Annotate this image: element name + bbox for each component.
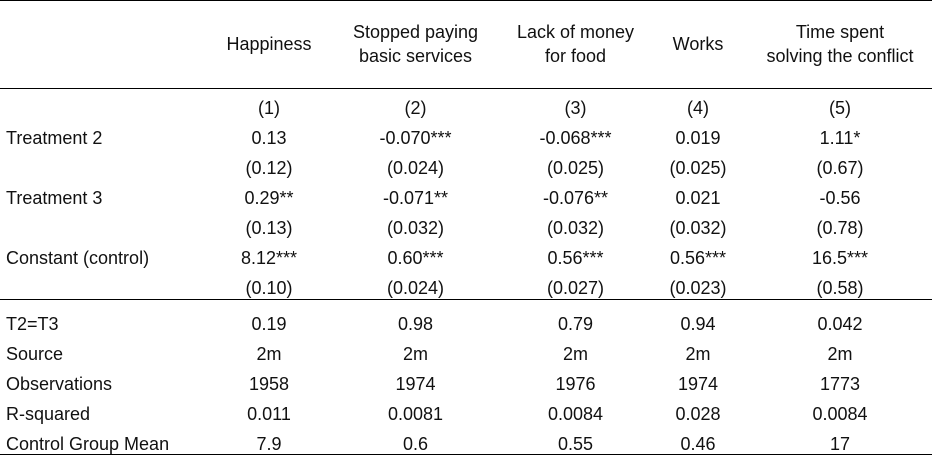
standard-error-cell: (0.10)	[245, 278, 293, 298]
stat-cell: 0.55	[557, 434, 594, 454]
coefficient-cell: 0.60***	[387, 248, 444, 268]
column-header-row: Happiness Stopped paying basic services L…	[0, 0, 932, 88]
row-label: Treatment 3	[6, 188, 103, 208]
standard-error-cell: (0.13)	[245, 218, 293, 238]
bottom-rule	[0, 454, 932, 455]
row-label	[0, 213, 210, 243]
standard-error-cell: (0.67)	[816, 158, 864, 178]
standard-error-cell: (0.032)	[669, 218, 727, 238]
stat-cell: 2m	[562, 344, 588, 364]
stat-cell: 0.79	[557, 314, 594, 334]
stat-cell: 2m	[256, 344, 282, 364]
column-header: Happiness	[226, 33, 312, 54]
coefficient-cell: -0.071**	[382, 188, 449, 208]
standard-error-cell: (0.024)	[386, 278, 445, 298]
table-row: Observations 1958 1974 1976 1974 1773	[0, 369, 932, 399]
row-label: T2=T3	[6, 314, 59, 334]
stat-cell: 2m	[402, 344, 428, 364]
stat-cell: 0.0084	[547, 404, 604, 424]
stat-cell: 17	[829, 434, 851, 454]
column-header: Lack of money for food	[516, 21, 635, 66]
column-number: (4)	[687, 97, 709, 118]
stat-cell: 0.94	[680, 314, 716, 334]
stat-cell: 2m	[685, 344, 711, 364]
row-label	[0, 153, 210, 183]
stat-cell: 1974	[395, 374, 436, 394]
row-label	[0, 273, 210, 303]
coefficient-cell: 0.56***	[669, 248, 727, 268]
coefficient-cell: 1.11*	[819, 128, 861, 148]
column-number: (3)	[564, 97, 587, 118]
coefficient-cell: 0.019	[675, 128, 721, 148]
standard-error-cell: (0.027)	[546, 278, 605, 298]
table-row: Treatment 3 0.29** -0.071** -0.076** 0.0…	[0, 183, 932, 213]
coefficient-cell: 16.5***	[811, 248, 869, 268]
table-row: (0.13) (0.032) (0.032) (0.032) (0.78)	[0, 213, 932, 243]
coefficient-cell: 0.29**	[244, 188, 294, 208]
stat-cell: 1974	[677, 374, 719, 394]
table-row: T2=T3 0.19 0.98 0.79 0.94 0.042	[0, 303, 932, 339]
standard-error-cell: (0.025)	[669, 158, 727, 178]
column-number-row: (1) (2) (3) (4) (5)	[0, 88, 932, 123]
stat-cell: 0.028	[675, 404, 721, 424]
header-rule	[0, 88, 932, 89]
column-number: (5)	[829, 97, 851, 118]
coefficient-cell: 0.56***	[547, 248, 604, 268]
coefficient-cell: 0.13	[251, 128, 287, 148]
stat-cell: 0.98	[397, 314, 434, 334]
stat-cell: 1773	[819, 374, 861, 394]
stat-cell: 0.0084	[812, 404, 868, 424]
column-number: (2)	[404, 97, 427, 118]
standard-error-cell: (0.032)	[546, 218, 605, 238]
corner-cell	[0, 0, 210, 88]
standard-error-cell: (0.78)	[816, 218, 864, 238]
coefficient-cell: 8.12***	[240, 248, 298, 268]
column-header: Works	[672, 33, 724, 54]
stat-cell: 1976	[555, 374, 596, 394]
standard-error-cell: (0.032)	[386, 218, 445, 238]
row-label: Source	[6, 344, 64, 364]
table-row: (0.10) (0.024) (0.027) (0.023) (0.58)	[0, 273, 932, 303]
row-label: Observations	[6, 374, 113, 394]
coefficient-cell: -0.068***	[539, 128, 612, 148]
stat-cell: 0.46	[680, 434, 716, 454]
coefficient-cell: -0.076**	[542, 188, 609, 208]
standard-error-cell: (0.023)	[669, 278, 727, 298]
column-header: Stopped paying basic services	[352, 21, 479, 66]
standard-error-cell: (0.58)	[816, 278, 864, 298]
stats-rule	[0, 299, 932, 300]
stat-cell: 1958	[248, 374, 290, 394]
row-label: R-squared	[6, 404, 91, 424]
standard-error-cell: (0.024)	[386, 158, 445, 178]
row-label	[0, 88, 210, 123]
row-label: Treatment 2	[6, 128, 103, 148]
row-label: Constant (control)	[6, 248, 150, 268]
table-row: Source 2m 2m 2m 2m 2m	[0, 339, 932, 369]
column-header: Time spent solving the conflict	[766, 21, 914, 66]
standard-error-cell: (0.12)	[245, 158, 293, 178]
coefficient-cell: -0.070***	[379, 128, 452, 148]
column-number: (1)	[258, 97, 280, 118]
stat-cell: 0.0081	[387, 404, 444, 424]
stat-cell: 0.042	[817, 314, 863, 334]
stat-cell: 0.011	[247, 404, 291, 424]
table-row: Treatment 2 0.13 -0.070*** -0.068*** 0.0…	[0, 123, 932, 153]
stat-cell: 0.6	[402, 434, 429, 454]
stat-cell: 2m	[827, 344, 853, 364]
coefficient-cell: 0.021	[675, 188, 721, 208]
row-label: Control Group Mean	[6, 434, 170, 454]
coefficient-cell: -0.56	[819, 188, 861, 208]
table-row: R-squared 0.011 0.0081 0.0084 0.028 0.00…	[0, 399, 932, 429]
table-row: (0.12) (0.024) (0.025) (0.025) (0.67)	[0, 153, 932, 183]
stat-cell: 7.9	[256, 434, 282, 454]
stat-cell: 0.19	[251, 314, 287, 334]
standard-error-cell: (0.025)	[546, 158, 605, 178]
top-rule	[0, 0, 932, 1]
table-row: Control Group Mean 7.9 0.6 0.55 0.46 17	[0, 429, 932, 459]
table-row: Constant (control) 8.12*** 0.60*** 0.56*…	[0, 243, 932, 273]
